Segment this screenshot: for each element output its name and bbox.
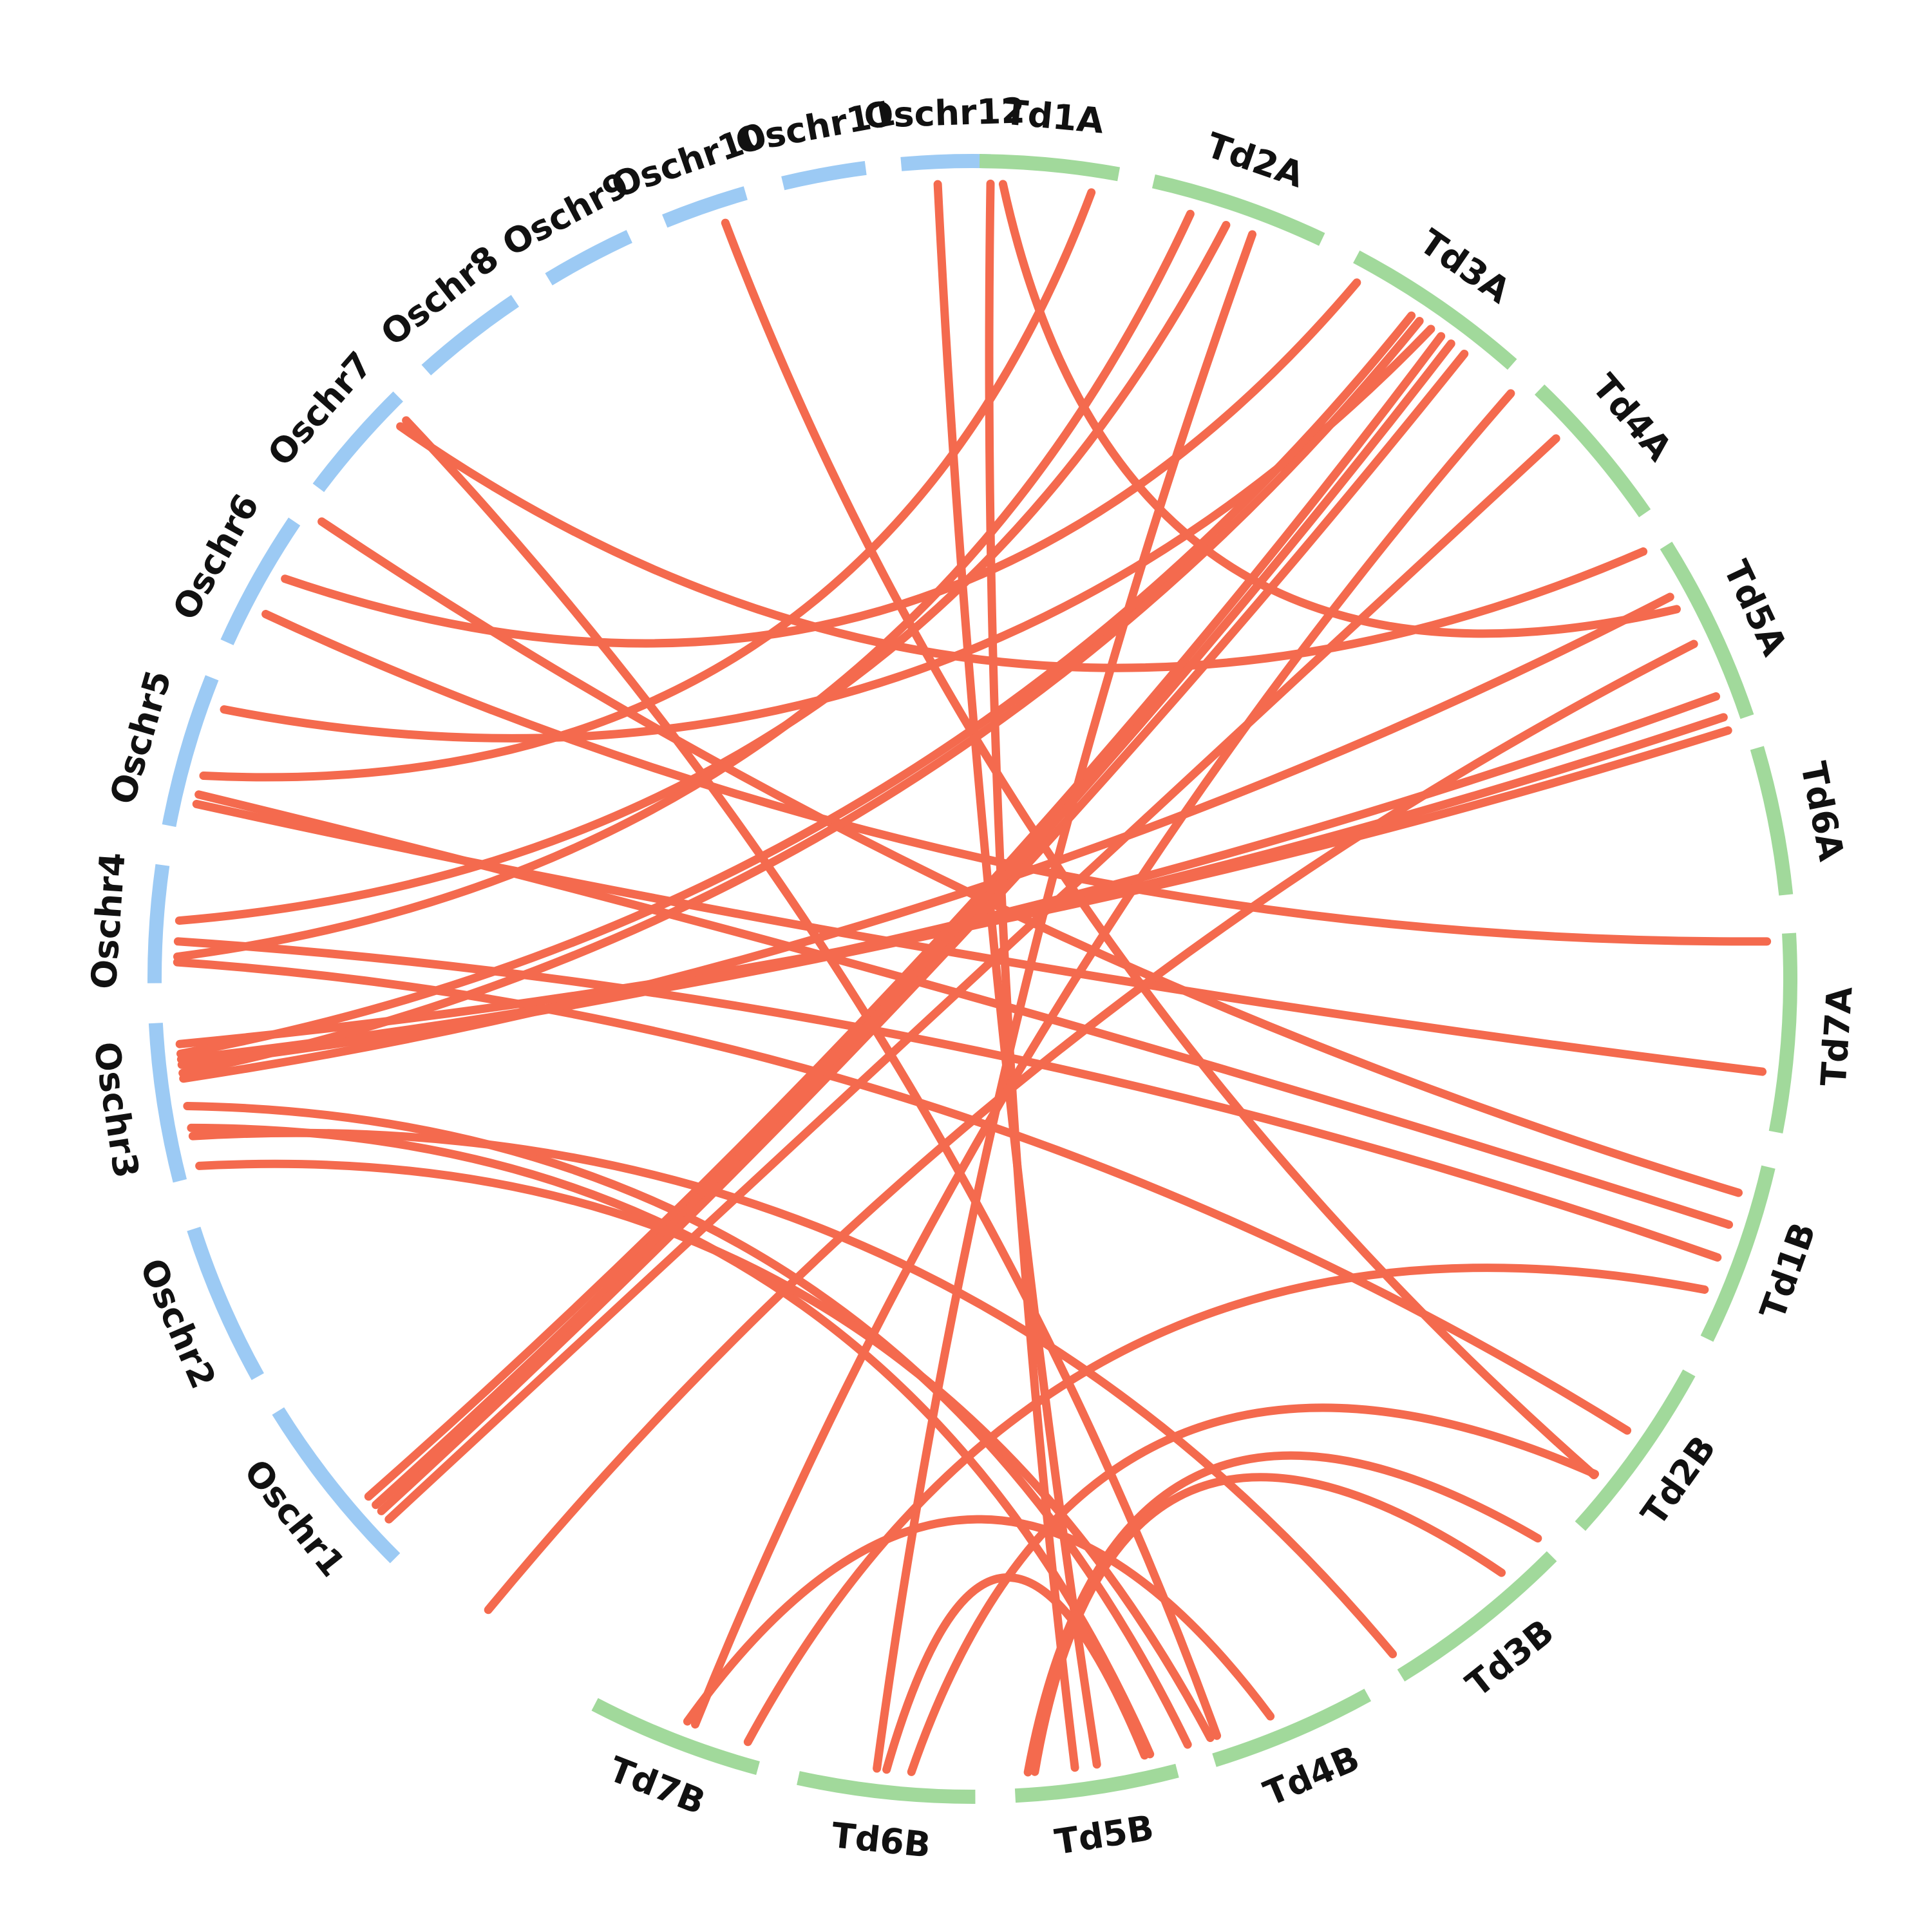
segment-td1a [979,154,1121,182]
label-td2a: Td2A [1202,125,1309,196]
segment-oschr9 [545,230,632,286]
label-oschr12: Oschr12 [863,90,1025,136]
label-td5a: Td5A [1716,554,1795,662]
label-oschr1: Oschr1 [236,1452,354,1584]
segment-oschr8 [421,295,519,375]
link-td1a-td5a-31 [998,180,1681,638]
link-oschr3-td4b-21 [183,1101,1192,1749]
link-td4b-td7b-38 [683,1515,1275,1726]
segment-td2b [1575,1369,1696,1531]
link-oschr1-td4a-28 [384,434,1560,1524]
segment-oschr3 [148,1023,187,1183]
segment-oschr7 [312,391,403,493]
link-td2b-td6b-35 [907,1403,1600,1776]
label-oschr7: Oschr7 [260,344,381,474]
link-oschr5-td7a-10 [192,799,1767,1076]
link-oschr7-td5a-3 [396,422,1648,672]
link-oschr6-td3a-5 [281,278,1361,648]
segment-oschr11 [781,160,867,191]
link-td3a-td7b-33 [691,389,1515,1729]
label-oschr8: Oschr8 [374,238,506,354]
label-oschr5: Oschr5 [102,666,179,809]
segment-td6a [1750,746,1794,896]
link-oschr1-td3a-25 [364,332,1446,1501]
link-oschr12-td5b-0 [933,180,1101,1769]
segment-td6b [797,1771,976,1804]
label-td7b: Td7B [603,1748,711,1823]
segment-td2a [1151,174,1325,246]
segment-td1b [1700,1165,1776,1342]
label-td6a: Td6A [1793,759,1852,864]
segment-td5a [1660,542,1754,719]
link-td3b-td5b-37 [1030,1473,1506,1776]
ideogram-ring [147,154,1797,1804]
segment-oschr2 [187,1226,264,1380]
segment-td4b [1212,1689,1372,1767]
link-oschr7-td4b-2 [402,416,1222,1740]
link-oschr3-td3a-19 [178,317,1424,1077]
label-td5b: Td5B [1052,1807,1157,1862]
link-oschr4-td2a-13 [173,209,1195,961]
link-oschr1-td5a-29 [484,639,1698,1615]
segment-oschr12 [900,154,992,171]
label-td6b: Td6B [829,1815,933,1866]
segment-oschr6 [220,517,301,645]
label-oschr4: Oschr4 [83,851,133,990]
segment-td3a [1353,250,1517,370]
segment-td4a [1534,384,1651,518]
segment-td7a [1768,933,1797,1134]
label-td7a: Td7A [1813,985,1860,1088]
segment-oschr5 [162,675,219,828]
segment-oschr4 [147,864,170,983]
segment-td5b [1014,1763,1179,1803]
link-oschr3-td3b-23 [188,1128,1397,1658]
link-oschr3-td5a-20 [179,592,1674,1083]
segment-td3b [1397,1551,1557,1682]
label-td4b: Td4B [1258,1738,1365,1814]
link-oschr5-td1a-8 [199,188,1096,782]
segment-td7b [591,1698,760,1776]
link-td5b-td6b-39 [882,1573,1149,1774]
label-td1b: Td1B [1752,1217,1824,1324]
segment-oschr10 [662,186,748,228]
links-layer [173,179,1772,1777]
link-td3b-td5b-36 [1023,1451,1542,1777]
link-td1b-td7b-34 [743,1264,1709,1747]
label-oschr3: Oschr3 [86,1039,146,1181]
segment-oschr1 [272,1407,401,1564]
link-oschr4-td2b-14 [173,958,1632,1435]
link-oschr1-td3a-27 [377,349,1469,1515]
link-oschr1-td3a-26 [372,339,1455,1510]
label-td1a: Td1A [1003,91,1106,141]
link-oschr4-td1b-12 [173,937,1722,1262]
link-oschr3-td3a-16 [176,311,1416,1058]
